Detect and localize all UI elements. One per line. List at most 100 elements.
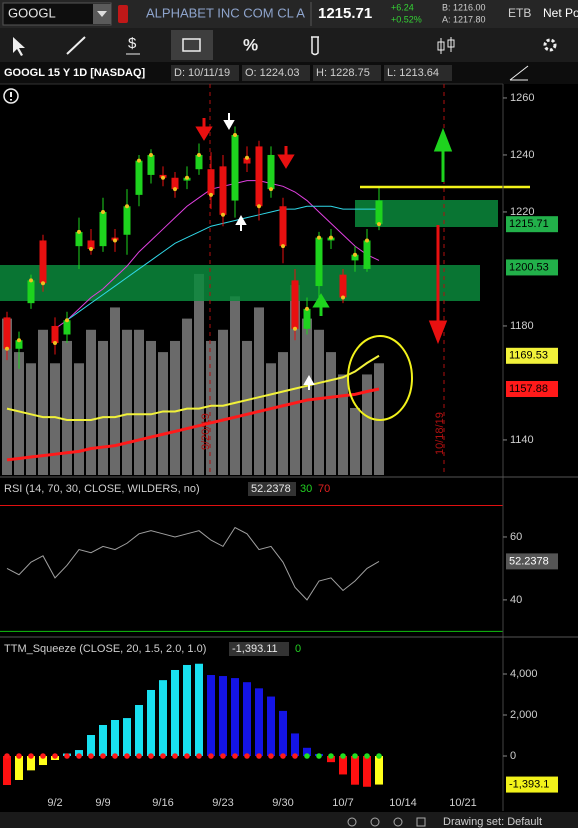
volume-bar: [158, 352, 168, 475]
squeeze-dot: [100, 753, 106, 759]
volume-bar: [170, 340, 180, 475]
percent-tool[interactable]: %: [243, 35, 258, 54]
price-tool[interactable]: $: [128, 35, 137, 52]
squeeze-value-box: [229, 642, 289, 656]
price-label-box: [506, 347, 558, 364]
back-layer: [2, 273, 384, 475]
candle-body: [15, 340, 23, 349]
y-tick-label: 4,000: [510, 668, 538, 680]
up-arrow: [433, 127, 453, 182]
candle-dot: [365, 238, 369, 243]
squeeze-dot: [304, 753, 310, 759]
volume-bar: [206, 340, 216, 475]
settings[interactable]: [543, 38, 557, 52]
volume-bar: [242, 340, 252, 475]
rsi-line: [6, 526, 380, 601]
footer-icon[interactable]: [393, 817, 403, 827]
candle-body: [27, 280, 35, 304]
squeeze-dot: [232, 753, 238, 759]
squeeze-bar: [27, 755, 35, 771]
drawing-set[interactable]: Drawing set: Default: [443, 816, 542, 828]
x-tick-label: 9/2: [47, 797, 62, 809]
candle-body: [123, 206, 131, 235]
candle-body: [303, 308, 311, 329]
candle-body: [171, 177, 179, 190]
dropdown-arrow: [97, 11, 107, 17]
candle-body: [3, 317, 11, 349]
squeeze-bar: [303, 747, 311, 756]
info-text: H: 1228.75: [316, 67, 370, 79]
alert-icon[interactable]: [3, 88, 19, 104]
rsi-oversold: 30: [300, 483, 312, 495]
rsi-label: 52.2378: [509, 555, 549, 567]
volume-bar: [110, 307, 120, 475]
squeeze-dot: [184, 753, 190, 759]
squeeze-label-box: [506, 776, 558, 793]
net-position: Net Po: [543, 6, 578, 20]
candle-body: [255, 146, 263, 207]
price-label-box: [506, 380, 558, 397]
rectangle-tool[interactable]: [182, 38, 201, 52]
down-arrow: [223, 113, 235, 131]
drawing-icon[interactable]: [509, 65, 529, 81]
change-pct: +0.52%: [391, 14, 422, 24]
squeeze-dot: [340, 753, 346, 759]
line-tool[interactable]: [66, 36, 86, 55]
pointer-tool[interactable]: [13, 37, 25, 56]
squeeze-dot: [136, 753, 142, 759]
squeeze-dot: [208, 753, 214, 759]
squeeze-dot: [244, 753, 250, 759]
candle-body: [39, 240, 47, 284]
support-zone[interactable]: [0, 265, 480, 301]
squeeze-bar: [363, 755, 371, 787]
chart-style-tool[interactable]: [437, 37, 455, 54]
candle-dot: [41, 281, 45, 286]
symbol: GOOGL: [8, 5, 56, 20]
candle-dot: [17, 338, 21, 343]
squeeze-dot: [292, 753, 298, 759]
footer-icon[interactable]: [347, 817, 357, 827]
candle-dot: [341, 295, 345, 300]
squeeze-bar: [243, 682, 251, 756]
squeeze-dot: [328, 753, 334, 759]
squeeze-bar: [267, 696, 275, 756]
volume-bar: [134, 329, 144, 475]
squeeze-bar: [207, 675, 215, 756]
squeeze-bar: [339, 755, 347, 775]
study-tool[interactable]: [311, 36, 319, 56]
squeeze-bar: [255, 688, 263, 756]
footer-icon[interactable]: [370, 817, 380, 827]
candle-body: [375, 200, 383, 225]
x-tick-label: 9/9: [95, 797, 110, 809]
squeeze-bar: [171, 669, 179, 756]
squeeze-bar: [375, 755, 383, 785]
candle-dot: [161, 175, 165, 180]
highlight-ellipse[interactable]: [347, 335, 413, 421]
candle-body: [267, 154, 275, 190]
volume-bar: [26, 363, 36, 475]
squeeze-dot: [364, 753, 370, 759]
squeeze-bar: [147, 689, 155, 756]
squeeze-dot: [4, 753, 10, 759]
volume-bar: [86, 329, 96, 475]
footer: [0, 812, 578, 828]
squeeze-bar: [111, 719, 119, 756]
candle-dot: [5, 346, 9, 351]
volume-bar: [50, 363, 60, 475]
price-label: 1169.53: [509, 350, 548, 362]
volume-bar: [338, 374, 348, 475]
info-box: [171, 65, 239, 81]
up-arrow: [235, 214, 247, 231]
price-label: 1215.71: [509, 218, 549, 230]
volume-bar: [146, 340, 156, 475]
candle-dot: [77, 229, 81, 234]
squeeze-dot: [268, 753, 274, 759]
squeeze-dot: [88, 753, 94, 759]
x-tick-label: 10/21: [449, 797, 477, 809]
candle-body: [207, 169, 215, 195]
candle-body: [87, 240, 95, 250]
info-text: D: 10/11/19: [174, 67, 230, 79]
squeeze-dot: [376, 753, 382, 759]
footer-icon[interactable]: [416, 817, 426, 827]
